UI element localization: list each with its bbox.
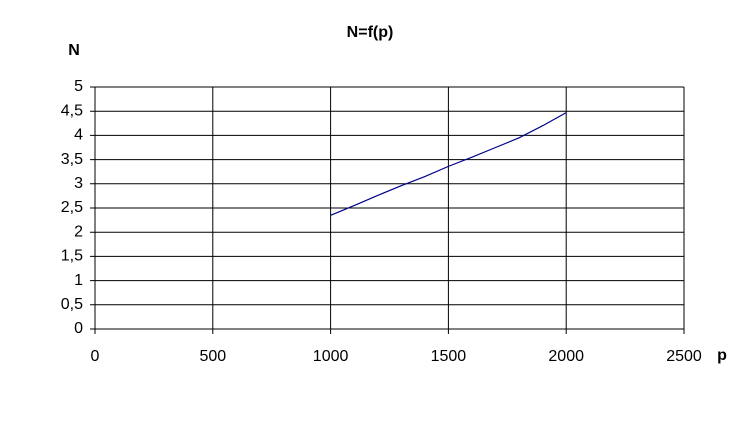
x-tick-label: 2000 [548,348,584,365]
x-tick-label: 1500 [431,348,467,365]
y-tick-label: 5 [74,78,83,95]
y-tick-label: 3 [74,175,83,192]
x-tick-label: 0 [91,348,100,365]
y-tick-label: 1 [74,272,83,289]
y-tick-label: 1,5 [61,248,83,265]
y-axis-label: N [68,42,80,59]
data-line [330,112,567,216]
x-tick-label: 500 [199,348,226,365]
y-tick-label: 4,5 [61,102,83,119]
y-tick-label: 2 [74,223,83,240]
x-tick-label: 1000 [313,348,349,365]
y-tick-label: 3,5 [61,151,83,168]
y-tick-label: 4 [74,127,83,144]
y-tick-label: 2,5 [61,199,83,216]
chart-title: N=f(p) [347,24,394,41]
y-tick-label: 0,5 [61,296,83,313]
x-axis-label: p [717,347,727,364]
y-tick-label: 0 [74,320,83,337]
x-tick-label: 2500 [666,348,702,365]
